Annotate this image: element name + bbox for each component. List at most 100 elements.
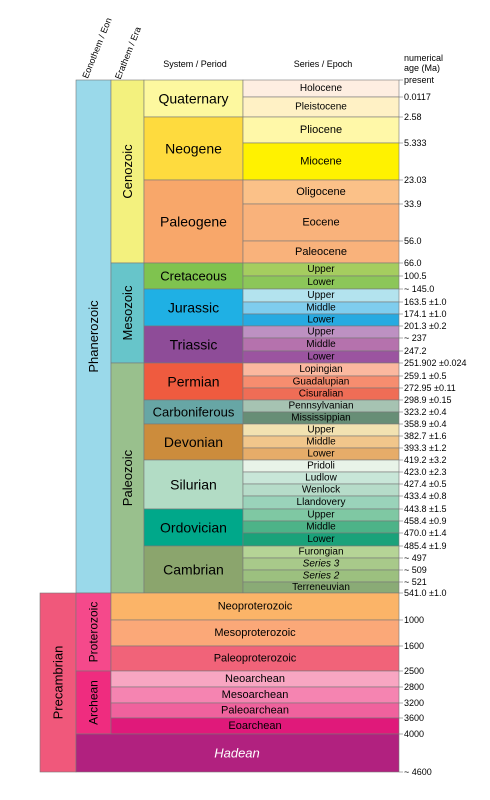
age-label: 66.0 <box>404 258 422 268</box>
epoch-lower-label: Lower <box>307 352 335 363</box>
age-label: 393.3 ±1.2 <box>404 443 446 453</box>
period-ordovician <box>143 508 244 547</box>
epoch-miocene-label: Miocene <box>300 156 342 168</box>
eon-archean-label: Archean <box>87 680 101 725</box>
period-cretaceous-label: Cretaceous <box>160 269 227 284</box>
epoch-middle-label: Middle <box>306 303 336 314</box>
epoch-upper-label: Upper <box>307 290 335 301</box>
epoch-paleocene-label: Paleocene <box>295 246 347 258</box>
age-label: 100.5 <box>404 271 427 281</box>
era-mesoarchean-label: Mesoarchean <box>222 689 289 701</box>
age-label: 443.8 ±1.5 <box>404 504 446 514</box>
age-label: 201.3 ±0.2 <box>404 321 446 331</box>
epoch-lower-label: Lower <box>307 315 335 326</box>
header-era: Erathem / Era <box>113 25 143 80</box>
era-cenozoic-label: Cenozoic <box>120 144 135 199</box>
epoch-lower-label: Lower <box>307 277 335 288</box>
epoch-mississippian-label: Mississippian <box>291 413 350 424</box>
period-cambrian-label: Cambrian <box>163 562 224 578</box>
period-ordovician-label: Ordovician <box>160 520 227 536</box>
epoch-furongian-label: Furongian <box>298 547 343 558</box>
age-label: 2.58 <box>404 112 422 122</box>
era-eoarchean-label: Eoarchean <box>228 720 281 732</box>
epoch-middle-label: Middle <box>306 522 336 533</box>
epoch-oligocene <box>242 179 400 205</box>
epoch-eocene-label: Eocene <box>302 217 339 229</box>
age-label: 23.03 <box>404 175 427 185</box>
header-age-line2: age (Ma) <box>404 63 440 73</box>
era-mesoproterozoic-label: Mesoproterozoic <box>214 627 296 639</box>
epoch-eocene <box>242 203 400 242</box>
age-label: 163.5 ±1.0 <box>404 297 446 307</box>
epoch-terreneuvian-label: Terreneuvian <box>292 582 350 593</box>
age-label: 56.0 <box>404 236 422 246</box>
epoch-pliocene <box>242 116 400 144</box>
era-paleoarchean-label: Paleoarchean <box>221 705 289 717</box>
period-triassic-label: Triassic <box>170 337 218 353</box>
age-label: 0.0117 <box>404 92 431 102</box>
precambrian <box>39 592 77 773</box>
epoch-series-3-label: Series 3 <box>303 559 340 570</box>
epoch-pennsylvanian-label: Pennsylvanian <box>288 401 353 412</box>
epoch-lower-label: Lower <box>307 534 335 545</box>
period-neogene-label: Neogene <box>165 141 222 157</box>
period-quaternary <box>143 79 244 118</box>
epoch-upper-label: Upper <box>307 264 335 275</box>
epoch-lower-label: Lower <box>307 449 335 460</box>
era-paleozoic-label: Paleozoic <box>120 449 135 506</box>
epoch-llandovery-label: Llandovery <box>297 497 346 508</box>
age-label: ~ 145.0 <box>404 284 434 294</box>
epoch-guadalupian-label: Guadalupian <box>293 377 350 388</box>
age-label: 247.2 <box>404 346 427 356</box>
epoch-ludlow-label: Ludlow <box>305 473 337 484</box>
period-silurian-label: Silurian <box>170 477 217 493</box>
header-period: System / Period <box>163 59 227 69</box>
age-label: ~ 497 <box>404 553 427 563</box>
epoch-series-2-label: Series 2 <box>303 571 340 582</box>
epoch-upper-label: Upper <box>307 327 335 338</box>
age-label: 2800 <box>404 682 424 692</box>
eon-phanerozoic-label: Phanerozoic <box>86 300 101 373</box>
era-neoproterozoic-label: Neoproterozoic <box>218 601 293 613</box>
age-label: 174.1 ±1.0 <box>404 309 446 319</box>
era-paleoproterozoic <box>110 645 400 672</box>
eon-hadean <box>75 733 400 773</box>
period-triassic <box>143 325 244 364</box>
epoch-miocene <box>242 142 400 181</box>
epoch-oligocene-label: Oligocene <box>296 186 346 198</box>
period-neogene <box>143 116 244 181</box>
period-carboniferous-label: Carboniferous <box>153 405 235 420</box>
era-paleozoic <box>110 362 145 594</box>
eon-hadean-label: Hadean <box>214 746 260 761</box>
precambrian-label: Precambrian <box>51 646 66 720</box>
epoch-wenlock-label: Wenlock <box>302 485 341 496</box>
epoch-pridoli-label: Pridoli <box>307 461 335 472</box>
period-cambrian <box>143 545 244 594</box>
age-label: 3200 <box>404 698 424 708</box>
era-mesoproterozoic <box>110 619 400 647</box>
header-age-line1: numerical <box>404 53 443 63</box>
age-label: 433.4 ±0.8 <box>404 491 446 501</box>
age-label: 1600 <box>404 641 424 651</box>
epoch-upper-label: Upper <box>307 425 335 436</box>
age-label: 259.1 ±0.5 <box>404 371 446 381</box>
age-label: 485.4 ±1.9 <box>404 541 446 551</box>
epoch-middle-label: Middle <box>306 339 336 350</box>
period-cretaceous <box>143 262 244 290</box>
age-label: 427.4 ±0.5 <box>404 479 446 489</box>
age-label: 423.0 ±2.3 <box>404 467 446 477</box>
period-permian-label: Permian <box>167 374 219 390</box>
period-quaternary-label: Quaternary <box>158 91 228 107</box>
age-label: 1000 <box>404 615 424 625</box>
era-mesozoic-label: Mesozoic <box>120 285 135 340</box>
epoch-pliocene-label: Pliocene <box>300 124 342 136</box>
age-label: ~ 509 <box>404 565 427 575</box>
age-label: 323.2 ±0.4 <box>404 407 446 417</box>
eon-phanerozoic <box>75 79 112 594</box>
period-paleogene <box>143 179 244 264</box>
age-label: 458.4 ±0.9 <box>404 516 446 526</box>
epoch-upper-label: Upper <box>307 510 335 521</box>
era-neoarchean-label: Neoarchean <box>225 673 285 685</box>
period-devonian-label: Devonian <box>164 434 223 450</box>
